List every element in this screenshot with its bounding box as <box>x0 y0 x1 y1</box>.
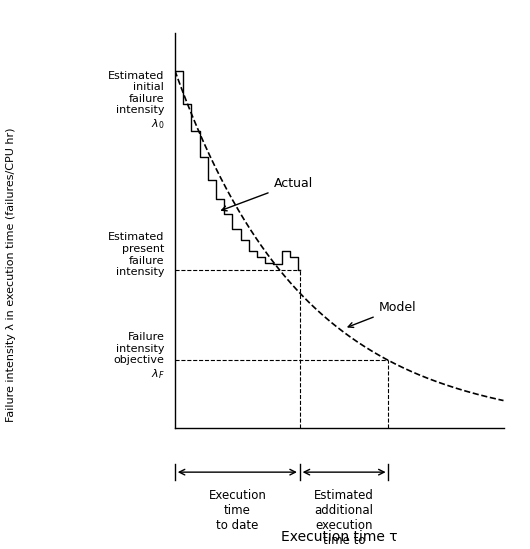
Text: Actual: Actual <box>222 177 313 211</box>
Text: Failure
intensity
objective
$\lambda_F$: Failure intensity objective $\lambda_F$ <box>113 332 164 381</box>
Text: Estimated
initial
failure
intensity
$\lambda_0$: Estimated initial failure intensity $\la… <box>108 71 164 131</box>
Text: Estimated
additional
execution
time to
objective: Estimated additional execution time to o… <box>314 489 374 549</box>
Text: Execution
time
to date: Execution time to date <box>208 489 266 531</box>
Text: Model: Model <box>348 301 416 327</box>
Text: Failure intensity λ in execution time (failures/CPU hr): Failure intensity λ in execution time (f… <box>6 127 15 422</box>
Text: Execution time τ: Execution time τ <box>281 529 398 544</box>
Text: Estimated
present
failure
intensity: Estimated present failure intensity <box>108 232 164 277</box>
